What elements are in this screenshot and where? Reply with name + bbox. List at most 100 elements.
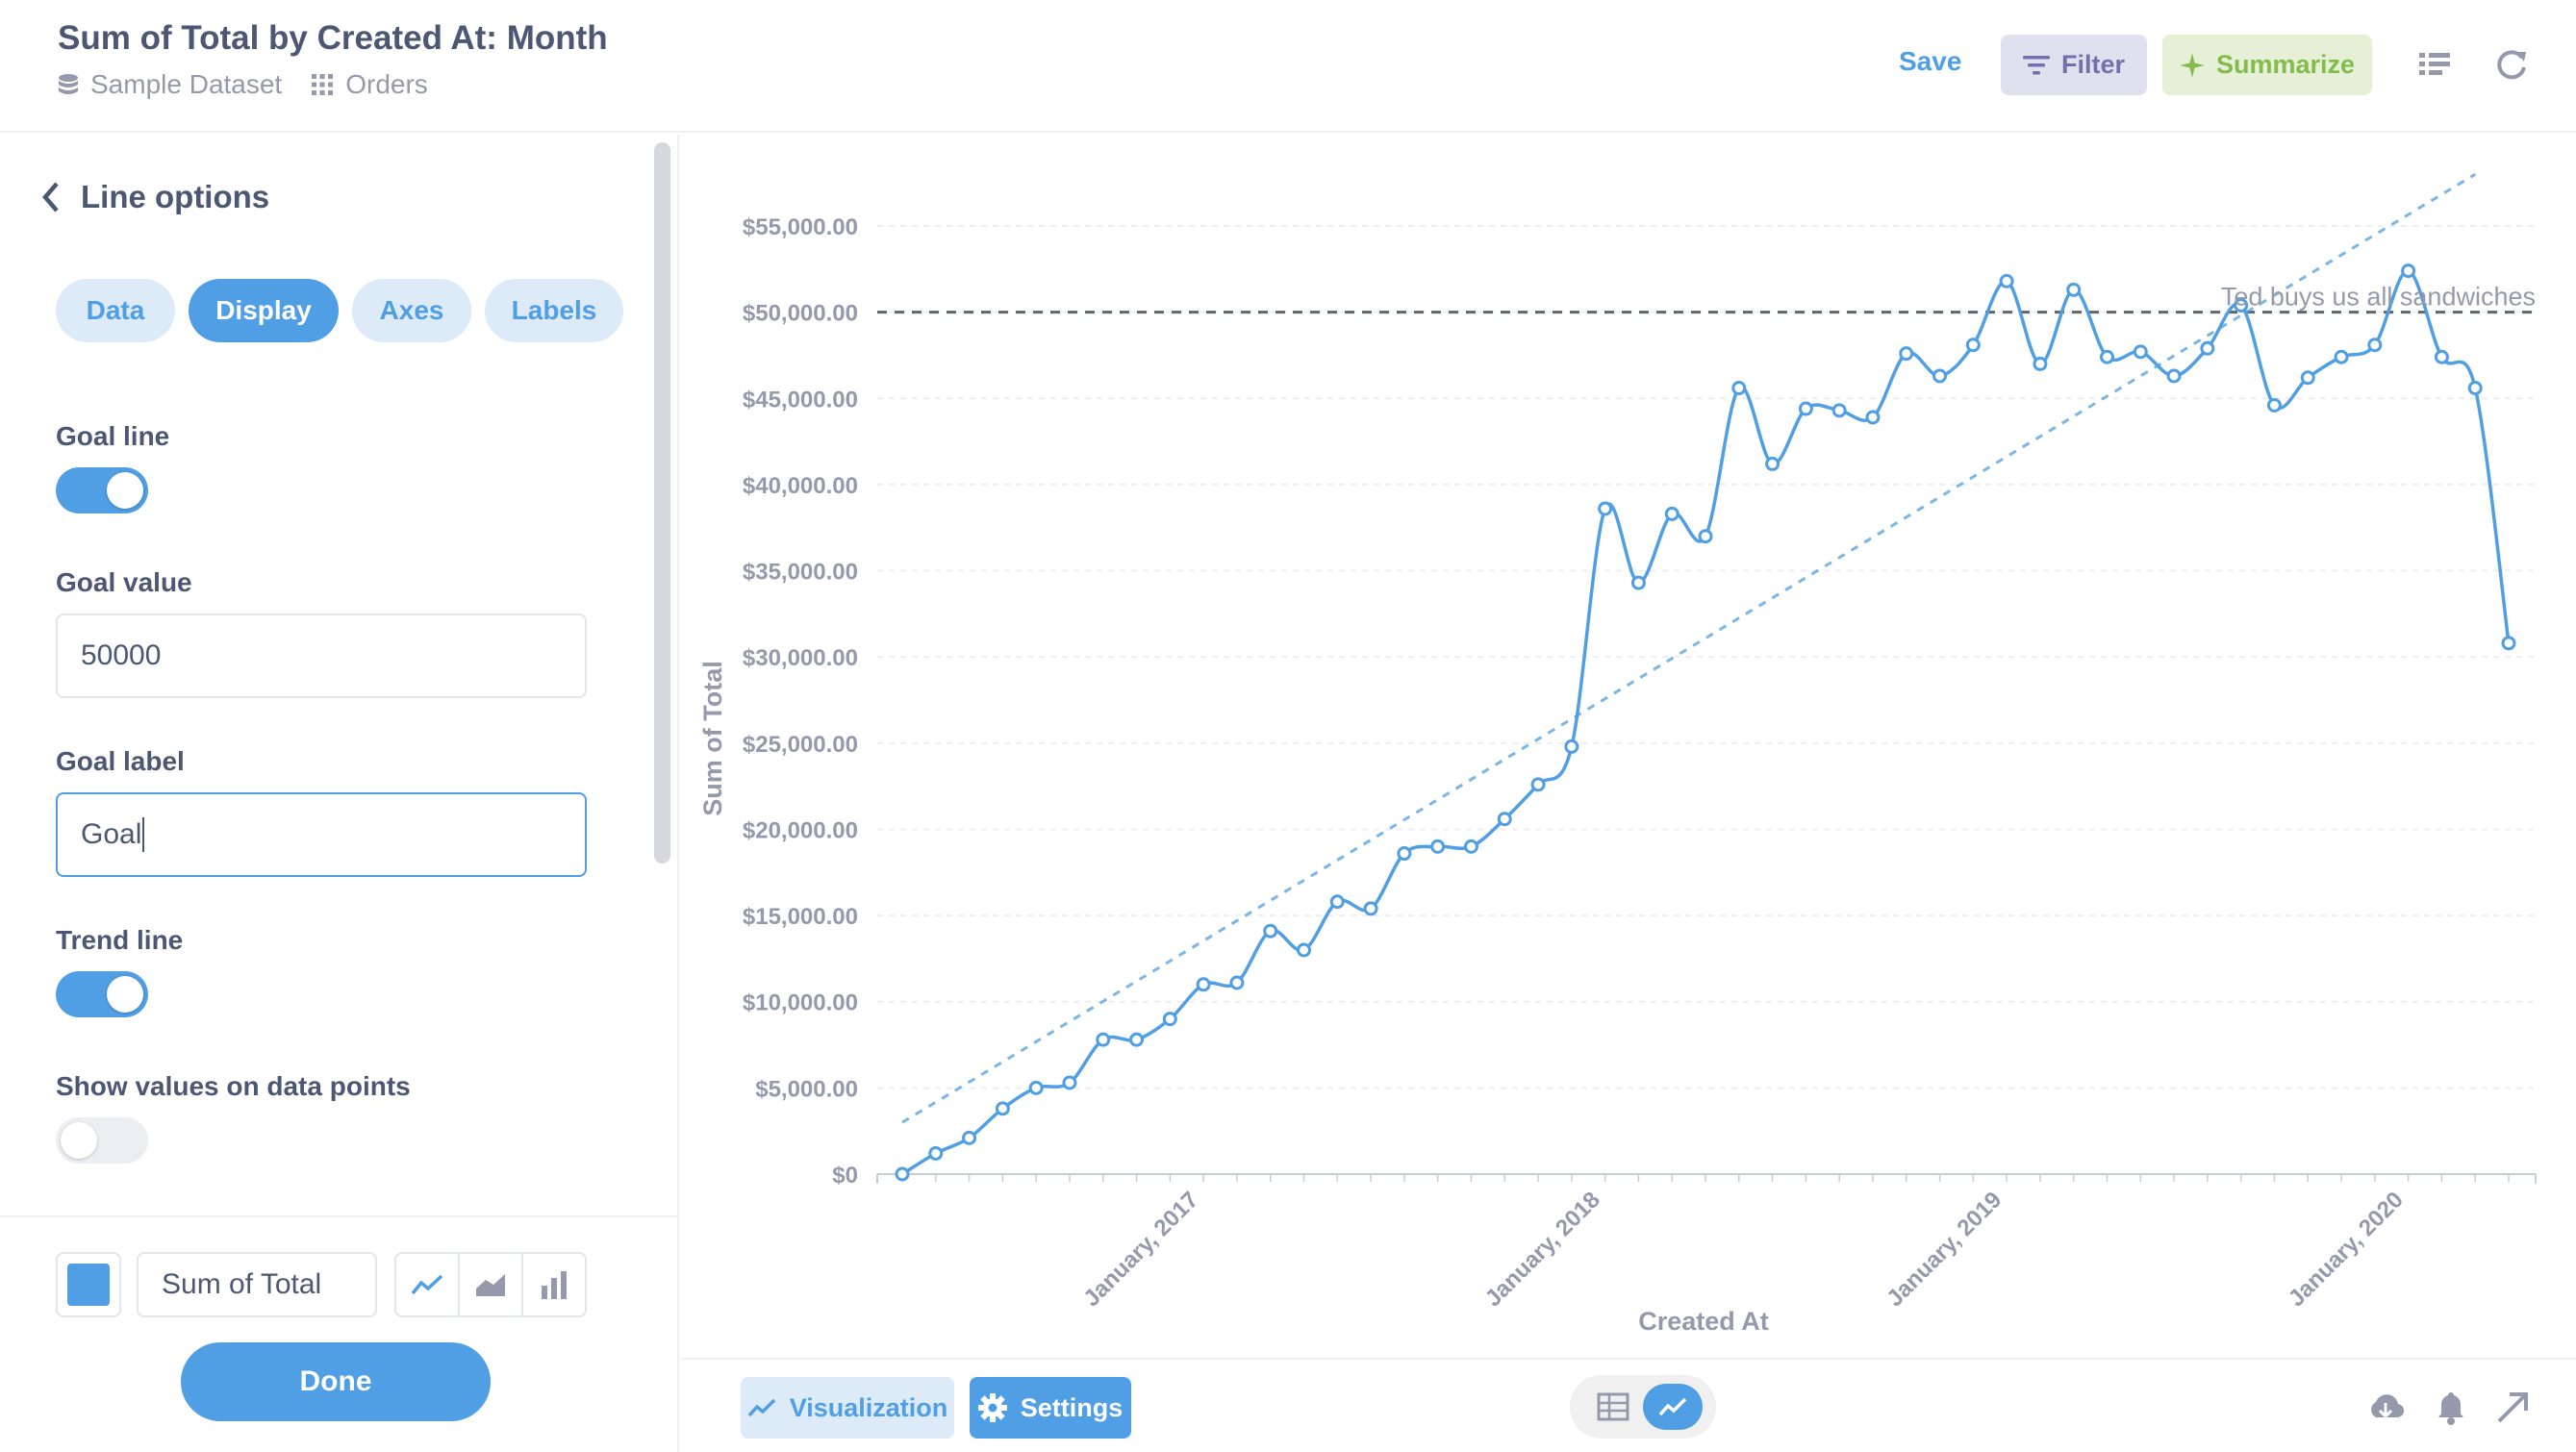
x-tick-label: January, 2018 xyxy=(1480,1187,1605,1312)
data-point xyxy=(1564,739,1579,754)
data-point xyxy=(1028,1080,1044,1095)
y-tick-label: $55,000.00 xyxy=(743,214,858,240)
data-point xyxy=(1263,923,1278,939)
save-button[interactable]: Save xyxy=(1899,46,1962,76)
sparkle-icon xyxy=(2179,52,2205,78)
settings-button[interactable]: Settings xyxy=(970,1377,1131,1439)
trend-line-toggle[interactable] xyxy=(56,971,148,1017)
data-point xyxy=(1664,506,1679,521)
toggle-knob xyxy=(107,472,143,509)
data-point xyxy=(1397,846,1412,862)
tab-labels[interactable]: Labels xyxy=(485,279,623,342)
data-point xyxy=(1363,901,1378,916)
data-point xyxy=(1965,338,1981,353)
line-chart-icon xyxy=(747,1398,775,1417)
data-point xyxy=(962,1130,977,1145)
data-point xyxy=(1430,839,1446,854)
table-view-button[interactable] xyxy=(1583,1384,1643,1430)
table-icon xyxy=(1597,1392,1629,1421)
chart-view-button[interactable] xyxy=(1643,1384,1703,1430)
series-name-text: Sum of Total xyxy=(162,1268,322,1300)
data-point xyxy=(1297,942,1311,958)
page-title: Sum of Total by Created At: Month xyxy=(58,19,608,57)
settings-label: Settings xyxy=(1020,1392,1124,1422)
data-point xyxy=(995,1101,1010,1116)
data-point xyxy=(1932,368,1948,384)
data-point xyxy=(2334,349,2349,364)
x-tick-label: January, 2017 xyxy=(1078,1187,1203,1312)
download-icon[interactable] xyxy=(2366,1389,2405,1427)
query-header: Sum of Total by Created At: Month Sample… xyxy=(0,0,2576,133)
sidebar-scrollbar[interactable] xyxy=(654,142,670,864)
refresh-icon[interactable] xyxy=(2493,46,2530,83)
expand-arrow-icon[interactable] xyxy=(2493,1389,2532,1427)
list-icon[interactable] xyxy=(2416,46,2453,83)
data-point xyxy=(2367,338,2383,353)
data-point xyxy=(895,1166,910,1182)
trend-line xyxy=(901,172,2476,1124)
bell-icon[interactable] xyxy=(2432,1389,2470,1427)
data-point xyxy=(2166,368,2182,384)
y-tick-label: $25,000.00 xyxy=(743,732,858,758)
series-color-swatch xyxy=(67,1264,110,1306)
data-point xyxy=(2133,344,2148,360)
filter-button[interactable]: Filter xyxy=(2001,35,2147,95)
y-tick-label: $5,000.00 xyxy=(755,1076,858,1102)
data-point xyxy=(1329,894,1345,910)
bar-type-button[interactable] xyxy=(523,1254,585,1315)
summarize-button[interactable]: Summarize xyxy=(2162,35,2372,95)
grid-icon xyxy=(312,74,334,95)
text-caret xyxy=(142,817,145,852)
data-point xyxy=(1229,975,1245,990)
show-values-toggle[interactable] xyxy=(56,1117,148,1164)
breadcrumb-table[interactable]: Orders xyxy=(311,69,428,100)
back-button[interactable]: Line options xyxy=(40,179,269,215)
data-point xyxy=(2266,397,2282,413)
data-point xyxy=(1798,401,1813,416)
tab-data[interactable]: Data xyxy=(56,279,175,342)
series-type-selector xyxy=(394,1252,587,1317)
data-point xyxy=(1463,839,1478,854)
query-footer: Visualization Settings xyxy=(681,1358,2576,1452)
chart-gridlines xyxy=(877,225,2536,1089)
done-button[interactable]: Done xyxy=(181,1342,491,1421)
summarize-label: Summarize xyxy=(2215,50,2356,79)
data-point xyxy=(2033,356,2048,371)
chevron-left-icon xyxy=(42,182,59,213)
tab-axes[interactable]: Axes xyxy=(352,279,471,342)
data-point xyxy=(2501,636,2516,651)
toggle-knob xyxy=(107,976,143,1013)
data-point xyxy=(2300,370,2315,386)
line-type-button[interactable] xyxy=(396,1254,460,1315)
data-point xyxy=(1162,1012,1177,1027)
data-point xyxy=(2434,349,2449,364)
y-tick-label: $35,000.00 xyxy=(743,560,858,586)
data-point xyxy=(1698,529,1713,544)
data-point xyxy=(1497,812,1512,827)
area-type-button[interactable] xyxy=(460,1254,523,1315)
data-point xyxy=(2200,340,2215,356)
series-color-picker[interactable] xyxy=(56,1252,121,1317)
data-point xyxy=(1062,1075,1077,1090)
goal-value-input[interactable]: 50000 xyxy=(56,613,587,698)
x-tick-label: January, 2020 xyxy=(2284,1187,2409,1312)
breadcrumb-database[interactable]: Sample Dataset xyxy=(58,69,282,100)
goal-label-text: Goal xyxy=(81,818,142,850)
tab-display[interactable]: Display xyxy=(189,279,339,342)
breadcrumb-database-label: Sample Dataset xyxy=(90,69,283,99)
visualization-button[interactable]: Visualization xyxy=(741,1377,954,1439)
bar-chart-icon xyxy=(542,1271,567,1299)
data-point xyxy=(1765,456,1780,471)
data-point xyxy=(2100,349,2114,364)
goal-line-toggle[interactable] xyxy=(56,467,148,513)
y-tick-label: $20,000.00 xyxy=(743,817,858,843)
goal-label-input[interactable]: Goal xyxy=(56,792,587,877)
series-settings-row: Sum of Total xyxy=(0,1215,677,1321)
y-tick-label: $40,000.00 xyxy=(743,473,858,499)
x-axis-tick-labels: January, 2017 January, 2018 January, 2019 J… xyxy=(1078,1187,2409,1312)
filter-label: Filter xyxy=(2060,50,2125,79)
data-point xyxy=(1196,977,1211,992)
series-name-input[interactable]: Sum of Total xyxy=(137,1252,377,1317)
y-tick-label: $45,000.00 xyxy=(743,387,858,413)
line-chart: $0 $5,000.00 $10,000.00 $15,000.00 $20,000.0… xyxy=(698,172,2537,1336)
